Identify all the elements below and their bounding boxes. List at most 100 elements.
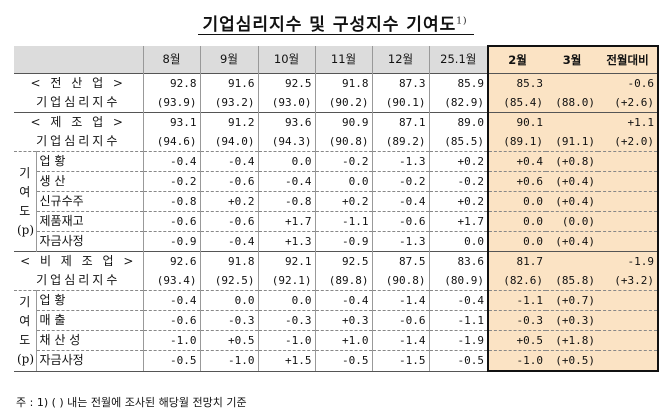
value-cell: -0.9 [142,231,200,252]
forecast-cell: (90.8) [314,132,372,152]
value-cell: 0.0 [428,231,488,252]
value-cell: -0.4 [314,290,372,311]
mom-cell: (+2.6) [598,93,659,113]
feb-cell: +0.4 [487,151,546,172]
value-cell: -1.4 [371,330,429,351]
value-cell: +0.3 [314,310,372,331]
nonmfg-item-row: 채 산 성 -1.0 +0.5 -1.0 +1.0 -1.4 -1.9 +0.5… [14,330,659,351]
feb-cell: -1.0 [487,350,546,372]
value-cell: -0.3 [199,310,258,331]
mar-cell: (+1.8) [546,330,598,351]
value-cell: -0.5 [314,350,372,372]
value-cell: 92.5 [314,251,372,271]
feb-cell: 90.1 [487,112,546,132]
mfg-item-row: 신규수주 -0.8 +0.2 -0.8 +0.2 -0.4 +0.2 0.0 (… [14,191,659,212]
mom-cell: +1.1 [598,112,659,132]
value-cell: -1.0 [142,330,200,351]
value-cell: -0.2 [142,171,200,192]
value-cell: 87.5 [371,251,429,271]
value-cell: 0.0 [199,290,258,311]
value-cell: +1.7 [428,211,488,232]
mar-cell [546,73,598,93]
value-cell: -1.4 [371,290,429,311]
mom-cell [598,151,659,172]
value-cell: 87.1 [371,112,429,132]
forecast-cell: (89.8) [314,271,372,291]
mom-cell [598,211,659,232]
value-cell: -0.5 [142,350,200,372]
mfg-item-row: 제품재고 -0.6 -0.6 +1.7 -1.1 -0.6 +1.7 0.0 (… [14,211,659,232]
item-label: 채 산 성 [35,330,143,351]
header-mar: 3월 [546,45,598,74]
header-feb: 2월 [487,45,546,74]
value-cell: -1.1 [314,211,372,232]
value-cell: +0.2 [428,151,488,172]
forecast-cell: (90.2) [314,93,372,113]
value-cell: +0.2 [199,191,258,212]
mar-cell: (+0.8) [546,151,598,172]
mar-cell: (91.1) [546,132,598,152]
header-month: 8월 [142,46,200,74]
value-cell: 91.6 [199,73,258,93]
value-cell: -0.6 [142,310,200,331]
forecast-cell: (90.8) [371,271,429,291]
value-cell: -0.6 [371,310,429,331]
header-mom: 전월대비 [598,45,659,74]
forecast-cell: (80.9) [428,271,488,291]
feb-cell: 0.0 [487,231,546,252]
feb-cell: 81.7 [487,251,546,271]
nonmfg-index-row: < 비 제 조 업 > 92.6 91.8 92.1 92.5 87.5 83.… [14,251,659,271]
feb-cell: -0.3 [487,310,546,331]
feb-cell: (85.4) [487,93,546,113]
contribution-side-label: 기 여 도 (p) [14,290,36,372]
item-label: 자금사정 [35,350,143,372]
value-cell: 0.0 [257,290,315,311]
value-cell: 91.8 [314,73,372,93]
item-label: 제품재고 [35,211,143,232]
value-cell: -0.4 [142,290,200,311]
mar-cell: (+0.5) [546,350,598,372]
mom-cell: (+3.2) [598,271,659,291]
header-month: 9월 [199,46,258,74]
value-cell: 0.0 [257,151,315,172]
value-cell: -0.5 [428,350,488,372]
all-forecast-row: 기업심리지수 (93.9) (93.2) (93.0) (90.2) (90.1… [14,93,659,113]
section-subtitle: 기업심리지수 [36,273,121,287]
feb-cell: (89.1) [487,132,546,152]
item-label: 생 산 [35,171,143,192]
value-cell: 92.6 [142,251,200,271]
value-cell: 91.8 [199,251,258,271]
section-title: < 비 제 조 업 > [14,251,143,271]
forecast-cell: (94.3) [257,132,315,152]
feb-cell: 85.3 [487,73,546,93]
forecast-cell: (93.2) [199,93,258,113]
value-cell: -1.1 [428,310,488,331]
mom-cell [598,350,659,372]
value-cell: +0.5 [199,330,258,351]
section-subtitle: 기업심리지수 [36,95,121,109]
nonmfg-item-row: 자금사정 -0.5 -1.0 +1.5 -0.5 -1.5 -0.5 -1.0 … [14,350,659,372]
value-cell: 83.6 [428,251,488,271]
value-cell: +1.3 [257,231,315,252]
item-label: 매 출 [35,310,143,331]
value-cell: -0.4 [257,171,315,192]
value-cell: -0.4 [142,151,200,172]
header-month: 12월 [371,46,429,74]
feb-cell: 0.0 [487,211,546,232]
section-title: < 제 조 업 > [14,112,143,132]
value-cell: -0.4 [199,151,258,172]
page-title: 기업심리지수 및 구성지수 기여도1) [202,15,468,35]
value-cell: -0.8 [257,191,315,212]
mom-cell [598,191,659,212]
value-cell: -0.9 [314,231,372,252]
value-cell: +1.5 [257,350,315,372]
mar-cell [546,112,598,132]
value-cell: -0.6 [199,211,258,232]
mar-cell: (+0.4) [546,191,598,212]
mom-cell: (+2.0) [598,132,659,152]
value-cell: -0.4 [199,231,258,252]
value-cell: +0.2 [428,191,488,212]
feb-cell: +0.6 [487,171,546,192]
value-cell: 0.0 [314,171,372,192]
value-cell: -0.3 [257,310,315,331]
